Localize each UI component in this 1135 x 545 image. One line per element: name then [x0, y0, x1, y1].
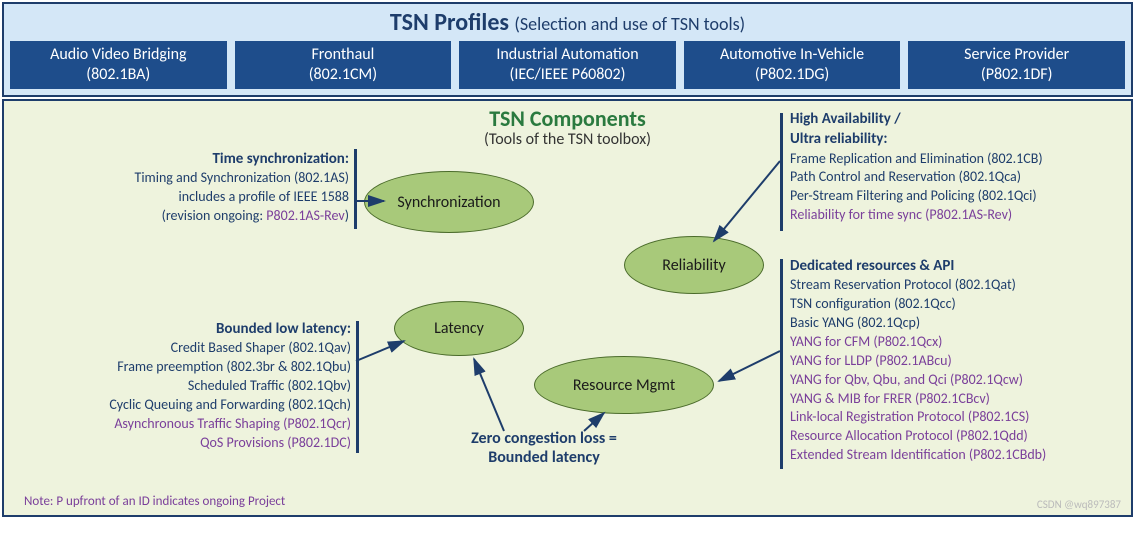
resources-l4: YANG for CFM (P802.1Qcx)	[790, 333, 1135, 352]
reliability-l1: Frame Replication and Elimination (802.1…	[790, 150, 1125, 169]
reliability-l2: Path Control and Reservation (802.1Qca)	[790, 168, 1125, 187]
connector-arrow	[719, 351, 780, 381]
components-panel: TSN Components (Tools of the TSN toolbox…	[2, 99, 1133, 517]
profile-spec: (P802.1DG)	[694, 65, 891, 85]
divider	[780, 259, 783, 469]
resources-l5: YANG for LLDP (P802.1ABcu)	[790, 352, 1135, 371]
profile-box-service-provider: Service Provider (P802.1DF)	[908, 41, 1125, 89]
profiles-title-sub: (Selection and use of TSN tools)	[514, 13, 745, 35]
profile-box-automotive: Automotive In-Vehicle (P802.1DG)	[684, 41, 901, 89]
ellipse-sync: Synchronization	[364, 171, 534, 233]
resources-l2: TSN configuration (802.1Qcc)	[790, 295, 1135, 314]
center-l2: Bounded latency	[424, 448, 664, 467]
resources-l1: Stream Reservation Protocol (802.1Qat)	[790, 276, 1135, 295]
connector-arrow	[714, 161, 780, 241]
resources-l3: Basic YANG (802.1Qcp)	[790, 314, 1135, 333]
profiles-panel: TSN Profiles (Selection and use of TSN t…	[2, 2, 1133, 97]
profile-spec: (P802.1DF)	[918, 65, 1115, 85]
ellipse-lat: Latency	[394, 301, 524, 356]
connector-arrow	[474, 359, 504, 431]
resources-title: Dedicated resources & API	[790, 256, 1135, 276]
latency-l3: Scheduled Traffic (802.1Qbv)	[14, 377, 351, 396]
resources-l8: Link-local Registration Protocol (P802.1…	[790, 408, 1135, 427]
profile-label: Audio Video Bridging	[20, 45, 217, 65]
reliability-block: High Availability / Ultra reliability: F…	[790, 109, 1125, 225]
ellipse-res: Resource Mgmt	[534, 356, 714, 414]
center-l1: Zero congestion loss =	[424, 429, 664, 448]
resources-l7: YANG & MIB for FRER (P802.1CBcv)	[790, 390, 1135, 409]
profile-label: Fronthaul	[245, 45, 442, 65]
latency-l4: Cyclic Queuing and Forwarding (802.1Qch)	[14, 396, 351, 415]
profile-row: Audio Video Bridging (802.1BA) Fronthaul…	[10, 41, 1125, 89]
resources-l6: YANG for Qbv, Qbu, and Qci (P802.1Qcw)	[790, 371, 1135, 390]
profile-spec: (802.1BA)	[20, 65, 217, 85]
latency-title: Bounded low latency:	[14, 319, 351, 339]
profile-box-industrial: Industrial Automation (IEC/IEEE P60802)	[459, 41, 676, 89]
latency-l2: Frame preemption (802.3br & 802.1Qbu)	[14, 358, 351, 377]
latency-l6: QoS Provisions (P802.1DC)	[14, 434, 351, 453]
latency-l1: Credit Based Shaper (802.1Qav)	[14, 339, 351, 358]
reliability-l4: Reliability for time sync (P802.1AS-Rev)	[790, 206, 1125, 225]
latency-l5: Asynchronous Traffic Shaping (P802.1Qcr)	[14, 415, 351, 434]
profile-box-avb: Audio Video Bridging (802.1BA)	[10, 41, 227, 89]
profiles-title-main: TSN Profiles	[390, 8, 515, 37]
timesync-l3: (revision ongoing: P802.1AS-Rev)	[14, 207, 349, 226]
reliability-l3: Per-Stream Filtering and Policing (802.1…	[790, 187, 1125, 206]
timesync-l1: Timing and Synchronization (802.1AS)	[14, 169, 349, 188]
divider	[354, 149, 357, 229]
footnote: Note: P upfront of an ID indicates ongoi…	[24, 494, 285, 509]
profile-spec: (802.1CM)	[245, 65, 442, 85]
timesync-block: Time synchronization: Timing and Synchro…	[14, 149, 349, 226]
profile-label: Automotive In-Vehicle	[694, 45, 891, 65]
profile-label: Service Provider	[918, 45, 1115, 65]
latency-block: Bounded low latency: Credit Based Shaper…	[14, 319, 351, 453]
ellipse-rel: Reliability	[624, 236, 764, 294]
reliability-title2: Ultra reliability:	[790, 129, 1125, 149]
divider	[356, 321, 359, 453]
connector-arrow	[356, 341, 404, 361]
profile-spec: (IEC/IEEE P60802)	[469, 65, 666, 85]
timesync-title: Time synchronization:	[14, 149, 349, 169]
profile-label: Industrial Automation	[469, 45, 666, 65]
profile-box-fronthaul: Fronthaul (802.1CM)	[235, 41, 452, 89]
resources-block: Dedicated resources & API Stream Reserva…	[790, 256, 1135, 465]
watermark: CSDN @wq897387	[1037, 498, 1121, 511]
profiles-title: TSN Profiles (Selection and use of TSN t…	[10, 8, 1125, 37]
timesync-l2: includes a profile of IEEE 1588	[14, 188, 349, 207]
resources-l10: Extended Stream Identification (P802.1CB…	[790, 446, 1135, 465]
center-bottom-text: Zero congestion loss = Bounded latency	[424, 429, 664, 467]
divider	[780, 113, 783, 231]
reliability-title1: High Availability /	[790, 109, 1125, 129]
resources-l9: Resource Allocation Protocol (P802.1Qdd)	[790, 427, 1135, 446]
